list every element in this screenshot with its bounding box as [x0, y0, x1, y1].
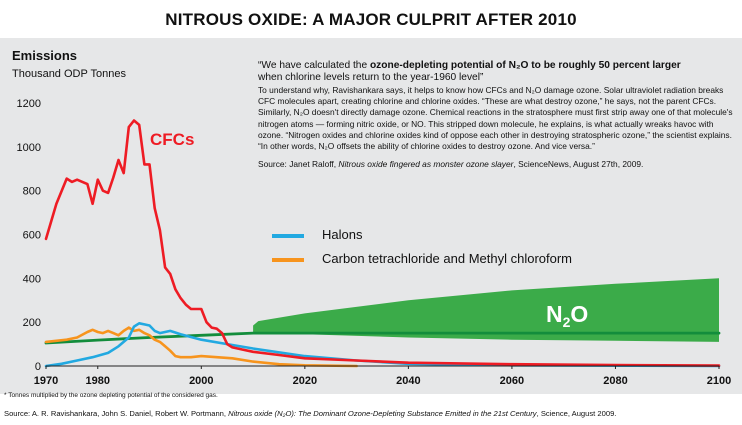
y-axis-title: Emissions — [12, 48, 78, 63]
x-tick-label: 2080 — [603, 375, 627, 387]
legend-label-ctc: Carbon tetrachloride and Methyl chlorofo… — [322, 251, 573, 266]
legend-swatch-ctc — [272, 258, 304, 262]
x-tick-label: 2020 — [293, 375, 317, 387]
footnote: * Tonnes multiplied by the ozone depleti… — [4, 392, 218, 399]
quote-head-part-1: “We have calculated the — [258, 60, 370, 71]
cfc-label: CFCs — [150, 130, 194, 149]
source-part-3: , Science, August 2009. — [536, 409, 617, 418]
halons-series-line — [44, 321, 721, 368]
legend-label-halons: Halons — [322, 227, 363, 242]
ctc-series-line — [44, 326, 358, 368]
quote-source-part-3: , ScienceNews, August 27th, 2009. — [513, 159, 644, 170]
legend-swatch-halons — [272, 234, 304, 238]
cfcs-series-line — [44, 119, 721, 367]
x-tick-label: 1980 — [86, 375, 110, 387]
quote-head-part-3: when chlorine levels return to the year-… — [258, 72, 484, 83]
x-tick-label: 2100 — [707, 375, 731, 387]
y-tick-label: 200 — [23, 317, 41, 329]
quote-block: “We have calculated the ozone-depleting … — [258, 60, 734, 170]
y-tick-label: 400 — [23, 273, 41, 285]
n2o-projection-band — [253, 278, 719, 342]
x-tick-label: 2040 — [396, 375, 420, 387]
y-tick-label: 800 — [23, 186, 41, 198]
quote-body: To understand why, Ravishankara says, it… — [258, 85, 733, 152]
quote-source: Source: Janet Raloff, Nitrous oxide fing… — [258, 159, 734, 170]
source-citation: Source: A. R. Ravishankara, John S. Dani… — [4, 409, 616, 418]
y-tick-label: 1200 — [17, 98, 41, 110]
source-paper-title: Nitrous oxide (N₂O): The Dominant Ozone-… — [228, 409, 537, 418]
x-tick-label: 1970 — [34, 375, 58, 387]
x-tick-label: 2060 — [500, 375, 524, 387]
y-tick-label: 0 — [35, 361, 41, 373]
chart-title: NITROUS OXIDE: A MAJOR CULPRIT AFTER 201… — [165, 10, 577, 29]
y-tick-label: 600 — [23, 230, 41, 242]
quote-source-part-1: Source: Janet Raloff, — [258, 159, 339, 170]
quote-source-article: Nitrous oxide fingered as monster ozone … — [338, 159, 514, 170]
y-tick-label: 1000 — [17, 142, 41, 154]
quote-head-part-2: ozone-depleting potential of N₂O to be r… — [369, 60, 681, 71]
x-tick-label: 2000 — [189, 375, 213, 387]
y-axis-unit: Thousand ODP Tonnes — [12, 68, 126, 80]
n2o-historical-line — [44, 331, 721, 345]
n2o-label: N2O — [546, 301, 588, 330]
quote-headline: “We have calculated the ozone-depleting … — [258, 60, 734, 84]
source-part-1: Source: A. R. Ravishankara, John S. Dani… — [4, 409, 229, 418]
